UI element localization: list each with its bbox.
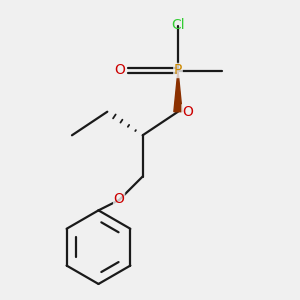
Text: O: O bbox=[182, 105, 193, 119]
Text: P: P bbox=[174, 64, 182, 77]
Text: O: O bbox=[114, 64, 125, 77]
Text: O: O bbox=[114, 192, 124, 206]
Text: Cl: Cl bbox=[171, 18, 185, 32]
Polygon shape bbox=[174, 70, 182, 112]
